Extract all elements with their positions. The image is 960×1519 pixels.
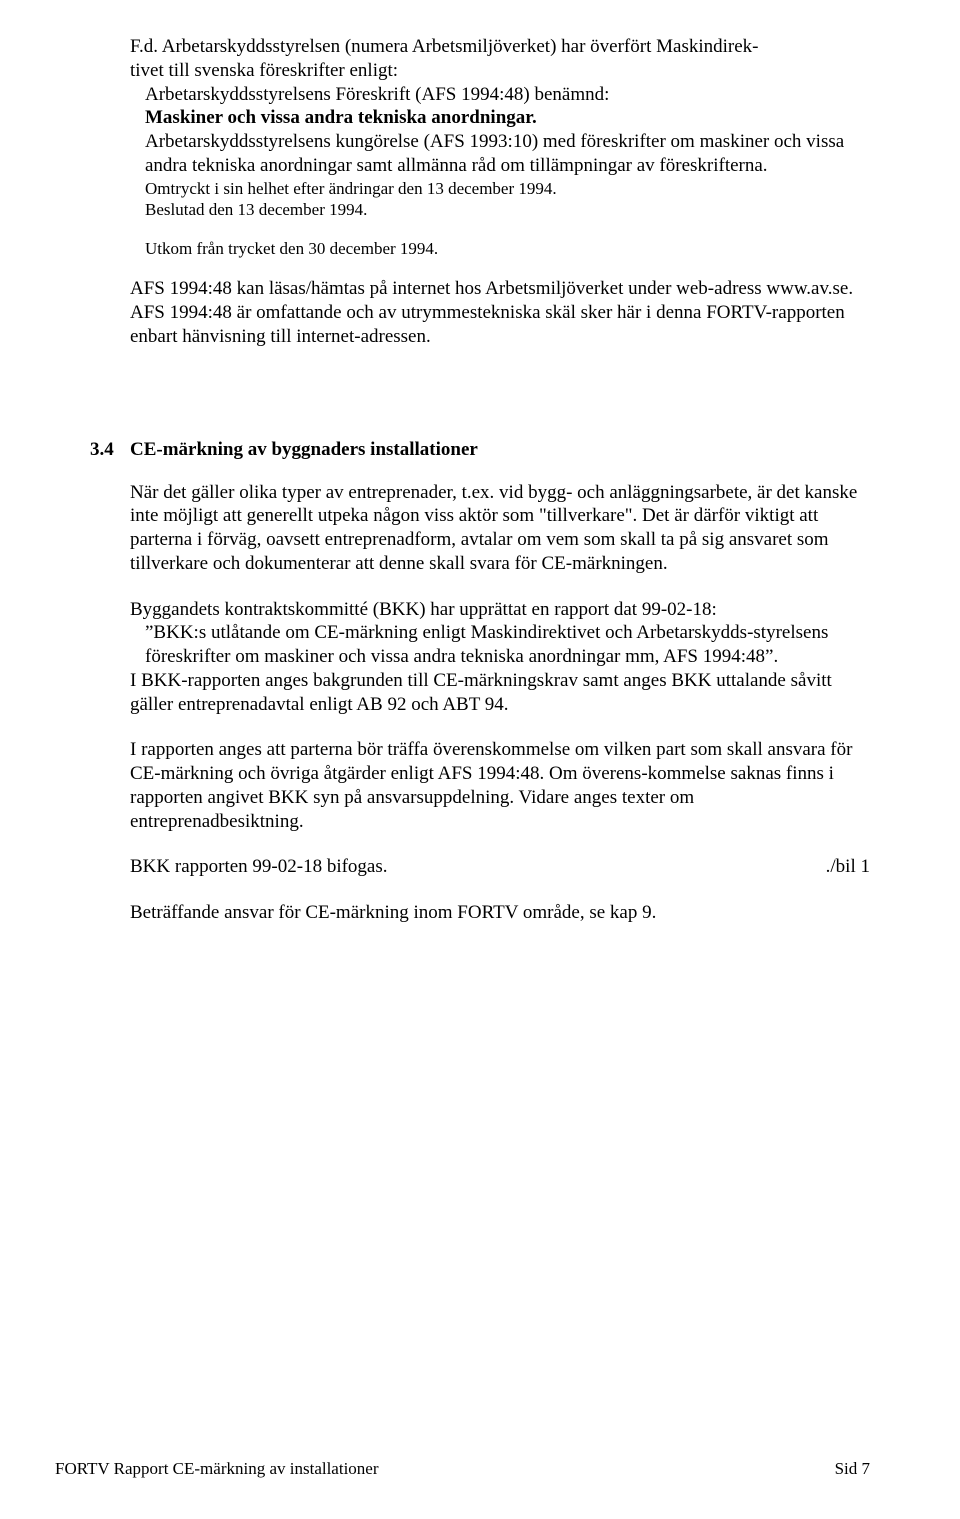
body-text-small: Utkom från trycket den 30 december 1994. bbox=[145, 238, 870, 259]
body-text: I BKK-rapporten anges bakgrunden till CE… bbox=[130, 669, 870, 717]
body-text: När det gäller olika typer av entreprena… bbox=[130, 481, 870, 576]
body-text: F.d. Arbetarskyddsstyrelsen (numera Arbe… bbox=[130, 35, 870, 59]
body-text-small: Omtryckt i sin helhet efter ändringar de… bbox=[145, 178, 870, 199]
attachment-ref: ./bil 1 bbox=[826, 855, 870, 879]
body-text-quote: ”BKK:s utlåtande om CE-märkning enligt M… bbox=[145, 621, 870, 669]
body-text: AFS 1994:48 kan läsas/hämtas på internet… bbox=[130, 277, 870, 301]
footer-left: FORTV Rapport CE-märkning av installatio… bbox=[55, 1459, 379, 1479]
body-text-small: Beslutad den 13 december 1994. bbox=[145, 199, 870, 220]
body-text-bold: Maskiner och vissa andra tekniska anordn… bbox=[145, 106, 870, 130]
body-text: Arbetarskyddsstyrelsens kungörelse (AFS … bbox=[145, 130, 870, 178]
section-title: CE-märkning av byggnaders installationer bbox=[130, 439, 478, 461]
body-text: I rapporten anges att parterna bör träff… bbox=[130, 738, 870, 833]
body-text: tivet till svenska föreskrifter enligt: bbox=[130, 59, 870, 83]
body-text: BKK rapporten 99-02-18 bifogas. bbox=[130, 855, 388, 879]
body-text: Arbetarskyddsstyrelsens Föreskrift (AFS … bbox=[145, 83, 870, 107]
body-text: Byggandets kontraktskommitté (BKK) har u… bbox=[130, 598, 870, 622]
body-text: Beträffande ansvar för CE-märkning inom … bbox=[130, 901, 870, 925]
section-number: 3.4 bbox=[90, 439, 130, 461]
footer-page-number: Sid 7 bbox=[835, 1459, 870, 1479]
body-text: AFS 1994:48 är omfattande och av utrymme… bbox=[130, 301, 870, 349]
